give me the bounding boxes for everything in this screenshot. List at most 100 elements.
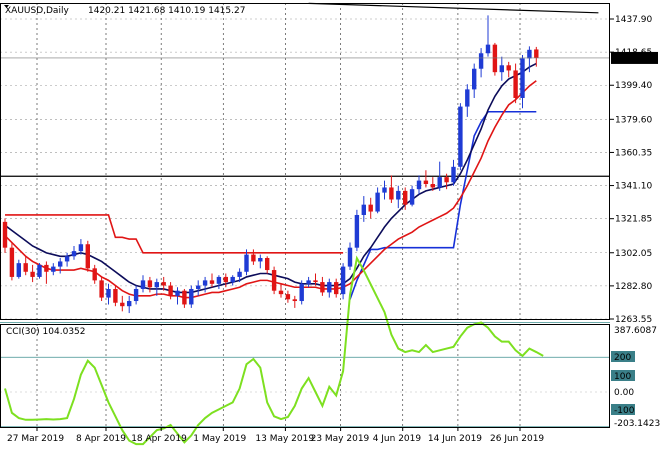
candle-body xyxy=(16,263,21,277)
candle-body xyxy=(85,244,90,269)
candle-body xyxy=(78,244,84,252)
price-tick-label: 1263.55 xyxy=(615,315,652,325)
candle-body xyxy=(458,106,463,167)
cci-level-badge xyxy=(611,404,635,415)
candle xyxy=(430,177,435,191)
candle xyxy=(78,239,84,255)
price-panel xyxy=(0,2,610,314)
candle xyxy=(492,42,498,76)
time-tick-label: 26 Jun 2019 xyxy=(490,434,544,444)
candle-body xyxy=(140,280,146,289)
cci-title: CCI(30) 104.0352 xyxy=(6,327,86,337)
candle-body xyxy=(113,288,118,303)
chevron-down-icon[interactable] xyxy=(4,5,9,8)
candle-body xyxy=(313,280,318,283)
candle-body xyxy=(327,282,332,293)
candle-body xyxy=(251,254,256,262)
candle-body xyxy=(196,285,201,289)
candle xyxy=(375,187,380,214)
moving-average-line xyxy=(4,62,537,294)
candle xyxy=(223,273,228,288)
candle xyxy=(416,175,422,195)
candle xyxy=(361,196,366,222)
candle xyxy=(347,242,353,271)
cci-tick-label: 387.6087 xyxy=(614,326,657,336)
time-tick-label: 14 Jun 2019 xyxy=(428,434,482,444)
candle xyxy=(299,280,304,305)
candle xyxy=(85,240,90,272)
candle xyxy=(506,61,511,78)
candle-body xyxy=(127,301,132,307)
candle xyxy=(437,161,442,191)
candle xyxy=(99,276,104,302)
candle xyxy=(168,282,173,300)
candle xyxy=(127,295,132,314)
candle-body xyxy=(306,280,311,284)
candle xyxy=(320,276,325,296)
candle-body xyxy=(396,190,401,200)
candle-body xyxy=(320,282,325,293)
candle xyxy=(368,197,373,219)
candle-body xyxy=(168,285,173,296)
candle-body xyxy=(182,290,187,305)
cci-tick-label: 100 xyxy=(614,372,631,382)
candle xyxy=(147,276,153,293)
candle-body xyxy=(223,276,228,283)
candle-body xyxy=(354,214,360,248)
candle-body xyxy=(506,65,511,71)
cci-tick-label: -203.1423 xyxy=(614,419,660,429)
candle xyxy=(189,285,194,308)
candle xyxy=(499,56,504,81)
candle-body xyxy=(237,271,242,277)
candle-body xyxy=(334,282,339,295)
price-panel-frame xyxy=(0,3,610,320)
candle xyxy=(244,249,249,276)
candle-body xyxy=(209,280,215,284)
price-tick-label: 1341.10 xyxy=(615,182,652,192)
candle-body xyxy=(416,180,422,190)
candle-body xyxy=(527,49,532,59)
candle-body xyxy=(465,89,470,107)
candle xyxy=(251,249,256,265)
candle-body xyxy=(271,270,277,291)
candle-body xyxy=(451,166,456,183)
candle xyxy=(396,185,401,209)
candle xyxy=(64,252,70,267)
candle-body xyxy=(444,177,449,183)
candle-body xyxy=(478,53,484,69)
cci-tick-label: 0.00 xyxy=(614,388,634,398)
candle xyxy=(403,187,408,210)
cci-panel xyxy=(0,255,610,446)
cci-tick-label: -100 xyxy=(614,406,635,416)
candle-body xyxy=(382,187,387,193)
candle-body xyxy=(161,282,166,286)
trendline xyxy=(308,2,599,14)
chart-title: XAUUSD,Daily xyxy=(5,6,69,16)
time-tick-label: 27 Mar 2019 xyxy=(7,434,64,444)
candle-body xyxy=(9,247,15,277)
candle xyxy=(51,263,56,276)
candle xyxy=(140,275,146,293)
candle xyxy=(230,275,235,286)
price-tick-label: 1302.05 xyxy=(615,249,652,259)
axes: 1437.901418.651399.401379.601360.351341.… xyxy=(0,3,660,444)
candle xyxy=(472,63,477,98)
candle-body xyxy=(120,302,125,307)
candle-body xyxy=(265,258,270,271)
candle-body xyxy=(285,294,291,300)
price-tick-label: 1360.35 xyxy=(615,148,652,158)
candle xyxy=(306,276,311,288)
candle xyxy=(513,63,518,104)
candle-body xyxy=(499,65,504,73)
candle xyxy=(175,287,180,305)
candle xyxy=(120,295,125,312)
candle xyxy=(458,103,463,171)
candle xyxy=(16,259,21,279)
candle-body xyxy=(485,44,491,54)
candle-body xyxy=(389,187,394,200)
candle-body xyxy=(99,280,104,298)
candle xyxy=(216,275,222,289)
candle xyxy=(354,209,360,252)
time-tick-label: 18 Apr 2019 xyxy=(131,434,187,444)
candle xyxy=(292,295,297,308)
